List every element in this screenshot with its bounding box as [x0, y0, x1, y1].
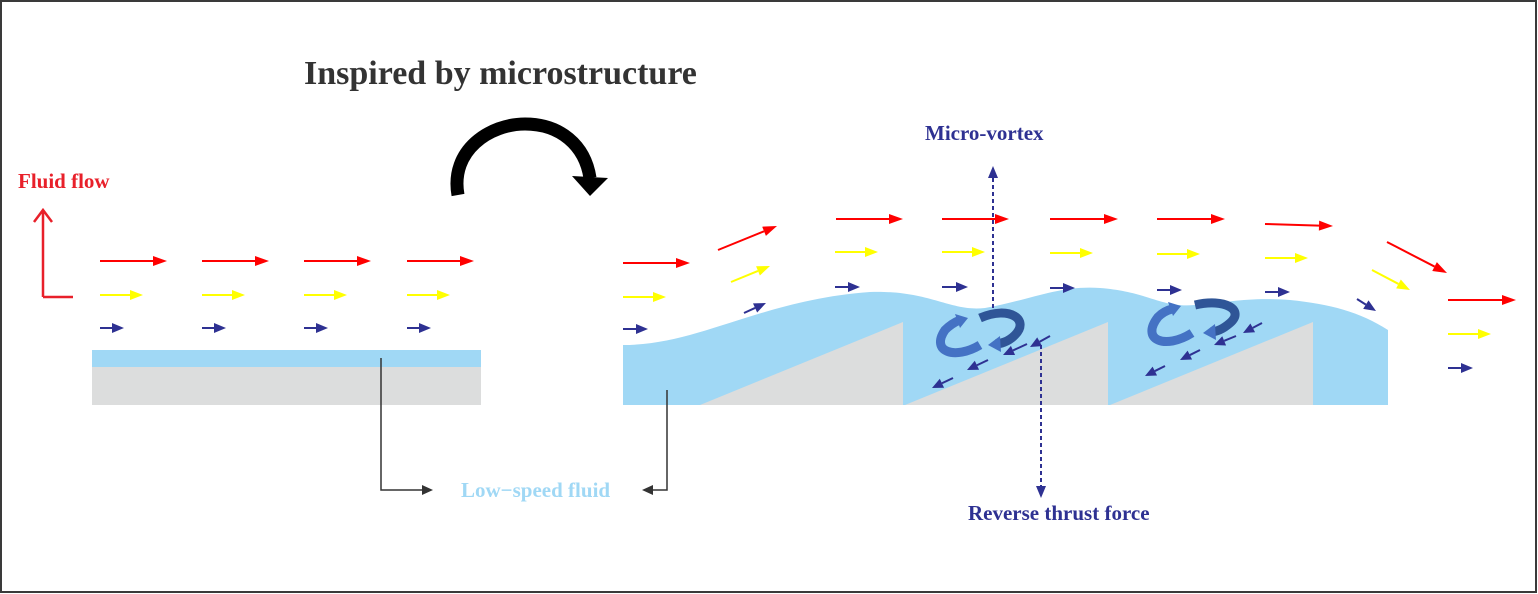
medium-flow-arrow [304, 290, 347, 300]
low-speed-layer-flat [92, 350, 481, 367]
medium-flow-arrow [1157, 249, 1200, 259]
riblet-2 [905, 322, 1108, 405]
micro-vortex-label: Micro-vortex [925, 121, 1044, 145]
fast-flow-arrow [304, 256, 371, 266]
fluid-flow-label: Fluid flow [18, 169, 110, 193]
reverse-flow-arrow [1243, 322, 1263, 333]
flow-arrows [100, 214, 1516, 388]
medium-flow-arrow [1265, 253, 1308, 263]
slow-flow-arrow [835, 282, 860, 292]
slow-flow-arrow [942, 282, 968, 292]
reverse-flow-arrow [967, 359, 989, 370]
reverse-thrust-label: Reverse thrust force [968, 501, 1150, 525]
riblet-1 [700, 322, 903, 405]
medium-flow-arrow [942, 247, 985, 257]
curved-arrow-icon [450, 117, 608, 197]
flat-substrate [92, 367, 481, 405]
medium-flow-arrow [407, 290, 450, 300]
fast-flow-arrow [623, 258, 690, 268]
fluid-flow-axis-icon [33, 207, 73, 299]
medium-flow-arrow [1371, 269, 1410, 290]
reverse-flow-arrow [1030, 335, 1051, 347]
riblet-3 [1110, 322, 1313, 405]
medium-flow-arrow [202, 290, 245, 300]
fast-flow-arrow [1448, 295, 1516, 305]
callout-left [380, 358, 433, 495]
micro-vortex-pointer [988, 166, 998, 315]
medium-flow-arrow [1448, 329, 1491, 339]
reverse-flow-arrow [932, 377, 954, 388]
fast-flow-arrow [1386, 241, 1447, 273]
low-speed-fluid-label: Low−speed fluid [461, 478, 610, 502]
fast-flow-arrow [1050, 214, 1118, 224]
rotating-arrow-icon [936, 308, 1025, 358]
slow-flow-arrow [1050, 283, 1075, 293]
slow-flow-arrow [1356, 298, 1376, 311]
medium-flow-arrow [835, 247, 878, 257]
slow-flow-arrow [1157, 285, 1182, 295]
slow-flow-arrow [743, 303, 766, 314]
reverse-flow-arrow [1145, 365, 1166, 376]
medium-flow-arrow [623, 292, 666, 302]
fast-flow-arrow [202, 256, 269, 266]
fast-flow-arrow [407, 256, 474, 266]
medium-flow-arrow [1050, 248, 1093, 258]
reverse-flow-arrow [1003, 343, 1028, 355]
reverse-flow-arrow [1180, 349, 1201, 360]
medium-flow-arrow [730, 266, 770, 283]
fast-flow-arrow [1157, 214, 1225, 224]
slow-flow-arrow [202, 323, 226, 333]
slow-flow-arrow [304, 323, 328, 333]
fast-flow-arrow [100, 256, 167, 266]
reverse-flow-arrow [1214, 335, 1237, 346]
rotating-arrow-icon [1147, 298, 1240, 346]
callout-right [642, 390, 668, 495]
slow-flow-arrow [1448, 363, 1473, 373]
medium-flow-arrow [100, 290, 143, 300]
slow-flow-arrow [623, 324, 648, 334]
fast-flow-arrow [836, 214, 903, 224]
slow-flow-arrow [1265, 287, 1290, 297]
reverse-thrust-pointer [1036, 345, 1046, 498]
slow-flow-arrow [407, 323, 431, 333]
slow-flow-arrow [100, 323, 124, 333]
fast-flow-arrow [717, 226, 777, 251]
title: Inspired by microstructure [304, 55, 697, 92]
fast-flow-arrow [942, 214, 1009, 224]
fast-flow-arrow [1264, 220, 1333, 231]
